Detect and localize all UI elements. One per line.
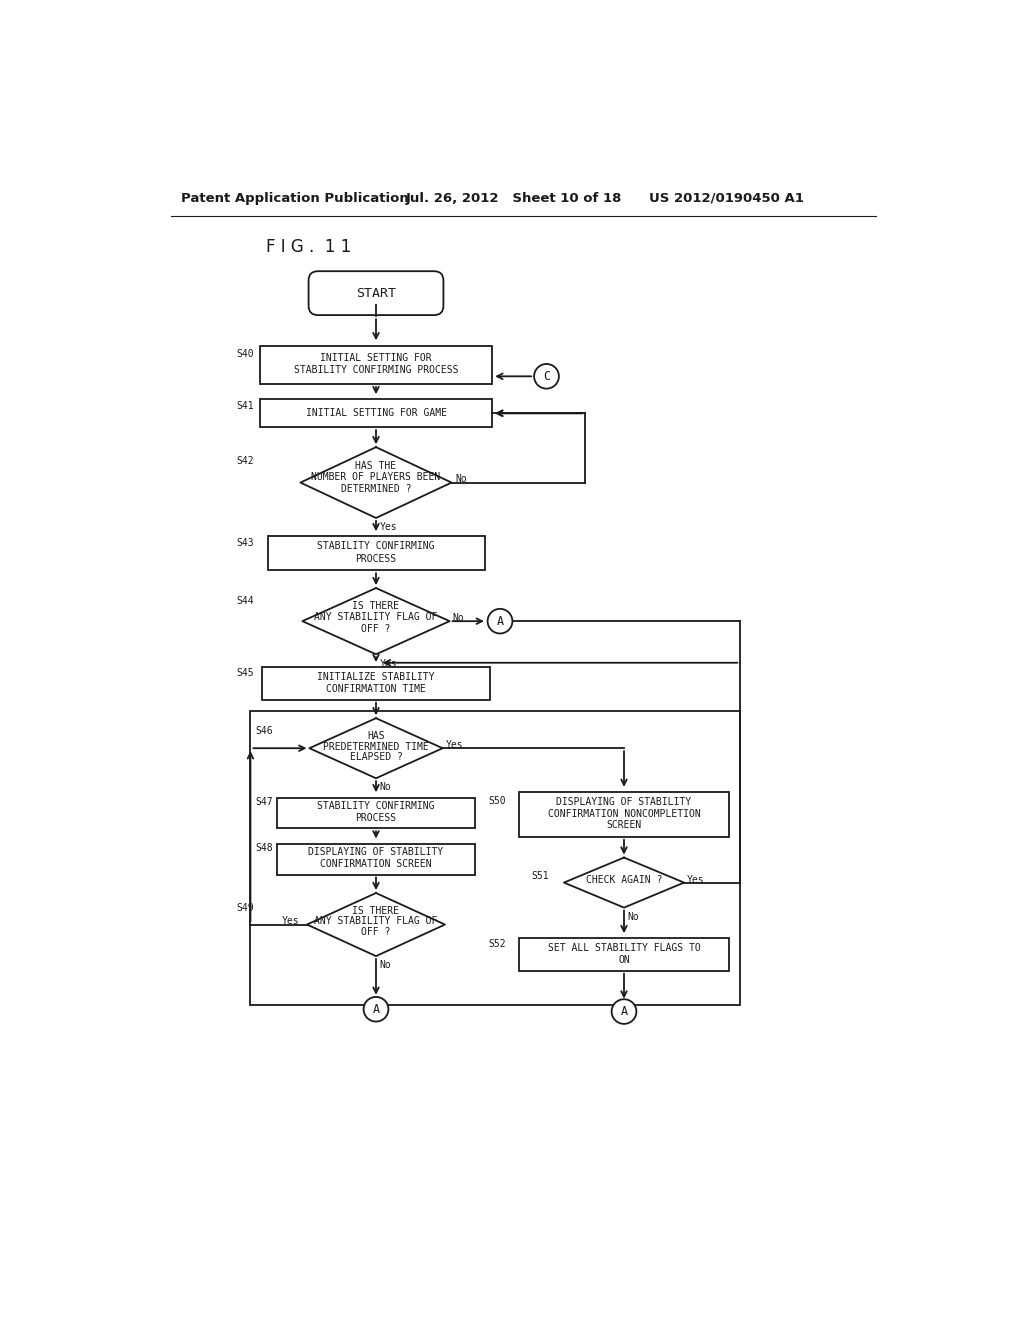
Text: S52: S52	[488, 939, 506, 949]
Text: IS THERE: IS THERE	[352, 906, 399, 916]
FancyBboxPatch shape	[308, 271, 443, 315]
Bar	[278, 843, 475, 875]
Circle shape	[611, 999, 636, 1024]
Text: HAS: HAS	[368, 731, 385, 741]
Text: US 2012/0190450 A1: US 2012/0190450 A1	[649, 191, 804, 205]
Text: PROCESS: PROCESS	[355, 813, 396, 824]
Text: No: No	[628, 912, 640, 921]
Text: No: No	[380, 961, 391, 970]
Text: A: A	[497, 615, 504, 628]
Text: DISPLAYING OF STABILITY: DISPLAYING OF STABILITY	[556, 797, 691, 807]
Text: Yes: Yes	[380, 523, 397, 532]
Text: Yes: Yes	[687, 875, 705, 884]
Bar	[260, 346, 493, 384]
Text: INITIALIZE STABILITY: INITIALIZE STABILITY	[317, 672, 435, 681]
Text: INITIAL SETTING FOR GAME: INITIAL SETTING FOR GAME	[305, 408, 446, 418]
Text: ANY STABILITY FLAG OF: ANY STABILITY FLAG OF	[314, 612, 437, 622]
Text: PROCESS: PROCESS	[355, 554, 396, 564]
Text: STABILITY CONFIRMING: STABILITY CONFIRMING	[317, 541, 435, 552]
Polygon shape	[300, 447, 452, 517]
Text: S42: S42	[237, 455, 254, 466]
Text: PREDETERMINED TIME: PREDETERMINED TIME	[324, 742, 429, 751]
Bar	[260, 400, 493, 428]
Text: S40: S40	[237, 348, 254, 359]
Text: OFF ?: OFF ?	[361, 927, 391, 937]
Text: DISPLAYING OF STABILITY: DISPLAYING OF STABILITY	[308, 847, 443, 857]
Text: Patent Application Publication: Patent Application Publication	[180, 191, 409, 205]
Text: INITIAL SETTING FOR: INITIAL SETTING FOR	[321, 352, 432, 363]
Text: NUMBER OF PLAYERS BEEN: NUMBER OF PLAYERS BEEN	[311, 473, 440, 482]
Polygon shape	[307, 892, 445, 956]
Bar	[519, 939, 729, 970]
Text: CONFIRMATION NONCOMPLETION: CONFIRMATION NONCOMPLETION	[548, 809, 700, 818]
Circle shape	[487, 609, 512, 634]
Bar	[278, 797, 475, 829]
Text: OFF ?: OFF ?	[361, 624, 391, 634]
Text: Yes: Yes	[445, 741, 464, 750]
Text: No: No	[380, 783, 391, 792]
Text: SCREEN: SCREEN	[606, 820, 642, 830]
Text: CHECK AGAIN ?: CHECK AGAIN ?	[586, 875, 663, 884]
Text: S48: S48	[256, 843, 273, 853]
Text: S46: S46	[256, 726, 273, 737]
Text: START: START	[356, 286, 396, 300]
Text: Yes: Yes	[282, 916, 299, 927]
Text: S45: S45	[237, 668, 254, 677]
Text: DETERMINED ?: DETERMINED ?	[341, 483, 412, 494]
Text: S49: S49	[237, 903, 254, 912]
Text: A: A	[621, 1005, 628, 1018]
Text: S50: S50	[488, 796, 506, 805]
Text: HAS THE: HAS THE	[355, 461, 396, 471]
Text: SET ALL STABILITY FLAGS TO: SET ALL STABILITY FLAGS TO	[548, 942, 700, 953]
Text: S51: S51	[531, 871, 549, 882]
Text: CONFIRMATION SCREEN: CONFIRMATION SCREEN	[321, 859, 432, 870]
Text: STABILITY CONFIRMING PROCESS: STABILITY CONFIRMING PROCESS	[294, 366, 459, 375]
Text: CONFIRMATION TIME: CONFIRMATION TIME	[326, 684, 426, 694]
Text: S44: S44	[237, 597, 254, 606]
Text: C: C	[543, 370, 550, 383]
Circle shape	[535, 364, 559, 388]
Polygon shape	[302, 589, 450, 655]
Bar	[519, 792, 729, 837]
Text: ON: ON	[618, 954, 630, 965]
Text: ELAPSED ?: ELAPSED ?	[349, 752, 402, 763]
Text: No: No	[456, 474, 467, 484]
Text: ANY STABILITY FLAG OF: ANY STABILITY FLAG OF	[314, 916, 437, 927]
Text: S43: S43	[237, 537, 254, 548]
Text: No: No	[453, 612, 465, 623]
Text: STABILITY CONFIRMING: STABILITY CONFIRMING	[317, 801, 435, 810]
Text: F I G .  1 1: F I G . 1 1	[266, 238, 351, 256]
Bar	[262, 668, 490, 700]
Circle shape	[364, 997, 388, 1022]
Text: IS THERE: IS THERE	[352, 601, 399, 611]
Text: Yes: Yes	[380, 659, 397, 668]
Text: S47: S47	[256, 797, 273, 807]
Bar	[267, 536, 484, 570]
Polygon shape	[564, 858, 684, 908]
Bar	[251, 711, 740, 1006]
Polygon shape	[309, 718, 442, 779]
Text: Jul. 26, 2012   Sheet 10 of 18: Jul. 26, 2012 Sheet 10 of 18	[406, 191, 622, 205]
Text: S41: S41	[237, 400, 254, 411]
Text: A: A	[373, 1003, 380, 1016]
